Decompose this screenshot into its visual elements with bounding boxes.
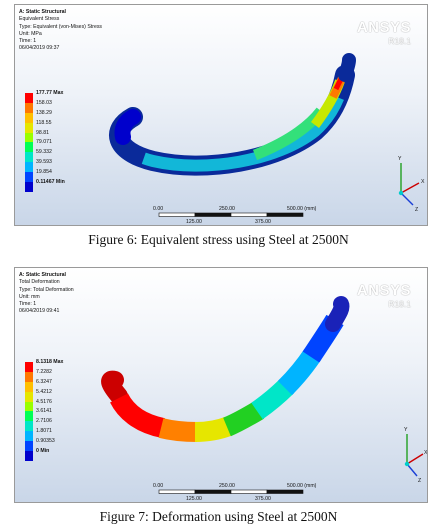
header-unit: Unit: mm — [19, 293, 40, 300]
scale-label: 500.00 (mm) — [287, 483, 317, 489]
deformation-model — [101, 296, 350, 442]
header-type: Type: Equivalent (von-Mises) Stress — [19, 23, 103, 30]
legend-swatch — [25, 441, 33, 452]
legend-label: 3.6141 — [36, 408, 52, 415]
scale-bar: 0.00 250.00 500.00 (mm) 125.00 375.00 — [153, 206, 317, 225]
scale-label: 125.00 — [186, 219, 202, 225]
header-date: 06/04/2019 09:37 — [19, 45, 60, 52]
triad-origin — [398, 190, 404, 196]
model-graphics: 0.00 250.00 500.00 (mm) 125.00 375.00 Y … — [109, 53, 425, 225]
legend-swatch — [25, 152, 33, 163]
legend-min-label: 0.11467 Min — [36, 179, 65, 186]
header-result-name: Equivalent Stress — [19, 16, 60, 23]
legend-label: 4.5176 — [36, 398, 52, 405]
legend-swatch — [25, 411, 33, 422]
scale-label: 250.00 — [219, 483, 235, 489]
legend-label: 138.29 — [36, 109, 52, 116]
axis-triad[interactable]: Y X Z — [404, 427, 428, 484]
ansys-logo: ANSYS R18.1 — [357, 282, 411, 309]
legend-swatch — [25, 421, 33, 432]
deformation-result-viewport[interactable]: A: Static Structural Total Deformation T… — [14, 267, 428, 503]
scale-label: 500.00 (mm) — [287, 206, 317, 212]
model-graphics: 0.00 250.00 500.00 (mm) 125.00 375.00 Y … — [101, 296, 428, 502]
legend-swatch — [25, 132, 33, 143]
legend-swatch — [25, 122, 33, 133]
legend-swatch — [25, 431, 33, 442]
axis-triad[interactable]: Y X Z — [398, 156, 425, 213]
scale-label: 375.00 — [255, 219, 271, 225]
legend-swatch — [25, 102, 33, 113]
legend-label: 19.854 — [36, 169, 52, 176]
header-time: Time: 1 — [19, 301, 37, 308]
header-unit: Unit: MPa — [19, 30, 42, 37]
x-axis-line — [406, 453, 424, 465]
legend-label: 7.2282 — [36, 368, 52, 375]
brand-version: R18.1 — [388, 36, 411, 46]
legend-label: 5.4212 — [36, 388, 52, 395]
legend-label: 39.593 — [36, 159, 52, 166]
header-date: 06/04/2019 09:41 — [19, 308, 60, 315]
stress-result-viewport[interactable]: A: Static Structural Equivalent Stress T… — [14, 4, 428, 226]
legend-swatch — [25, 172, 33, 183]
legend-label: 1.8071 — [36, 428, 52, 435]
figure-caption: Figure 7: Deformation using Steel at 250… — [99, 509, 338, 524]
legend-swatch — [25, 112, 33, 123]
legend-swatch — [25, 93, 33, 103]
legend-label: 98.81 — [36, 129, 49, 136]
scale-bar: 0.00 250.00 500.00 (mm) 125.00 375.00 — [153, 483, 317, 502]
header-time: Time: 1 — [19, 38, 37, 45]
scale-label: 0.00 — [153, 206, 163, 212]
stress-model — [109, 53, 356, 176]
header-analysis: A: Static Structural — [19, 272, 66, 278]
brand-name: ANSYS — [356, 282, 411, 299]
triad-origin — [404, 461, 410, 467]
legend-swatch — [25, 162, 33, 173]
z-axis-line — [400, 192, 414, 206]
y-axis-label: Y — [404, 427, 408, 433]
legend-label: 2.7106 — [36, 418, 52, 425]
legend-swatch — [25, 381, 33, 392]
result-header: A: Static Structural Equivalent Stress T… — [19, 9, 102, 53]
legend-max-label: 8.1318 Max — [36, 359, 64, 365]
brand-version: R18.1 — [388, 299, 411, 309]
legend-swatch — [25, 142, 33, 153]
figure-caption: Figure 6: Equivalent stress using Steel … — [88, 232, 349, 247]
z-axis-line — [406, 463, 418, 477]
scale-label: 125.00 — [186, 496, 202, 502]
legend-swatch — [25, 401, 33, 412]
brand-name: ANSYS — [356, 19, 411, 36]
x-axis-label: X — [421, 179, 425, 185]
legend-max-label: 177.77 Max — [36, 90, 64, 96]
legend-swatch — [25, 182, 33, 192]
legend-label: 79.071 — [36, 139, 52, 146]
legend-swatch — [25, 451, 33, 461]
x-axis-line — [400, 182, 420, 194]
header-result-name: Total Deformation — [19, 279, 60, 286]
y-axis-label: Y — [398, 156, 402, 162]
legend-swatch — [25, 391, 33, 402]
x-axis-label: X — [424, 450, 428, 456]
legend-swatch — [25, 362, 33, 372]
legend-label: 158.03 — [36, 99, 52, 106]
legend-label: 0.90353 — [36, 438, 55, 445]
legend-label: 6.3247 — [36, 378, 52, 385]
z-axis-label: Z — [418, 478, 421, 484]
header-analysis: A: Static Structural — [19, 9, 66, 15]
result-header: A: Static Structural Total Deformation T… — [19, 272, 74, 316]
scale-label: 0.00 — [153, 483, 163, 489]
header-type: Type: Total Deformation — [19, 286, 74, 293]
scale-label: 375.00 — [255, 496, 271, 502]
scale-label: 250.00 — [219, 206, 235, 212]
legend-min-label: 0 Min — [36, 448, 50, 455]
ansys-logo: ANSYS R18.1 — [357, 19, 411, 46]
legend-label: 118.55 — [36, 119, 52, 126]
legend-swatch — [25, 371, 33, 382]
z-axis-label: Z — [415, 207, 418, 213]
legend-label: 59.332 — [36, 149, 52, 156]
